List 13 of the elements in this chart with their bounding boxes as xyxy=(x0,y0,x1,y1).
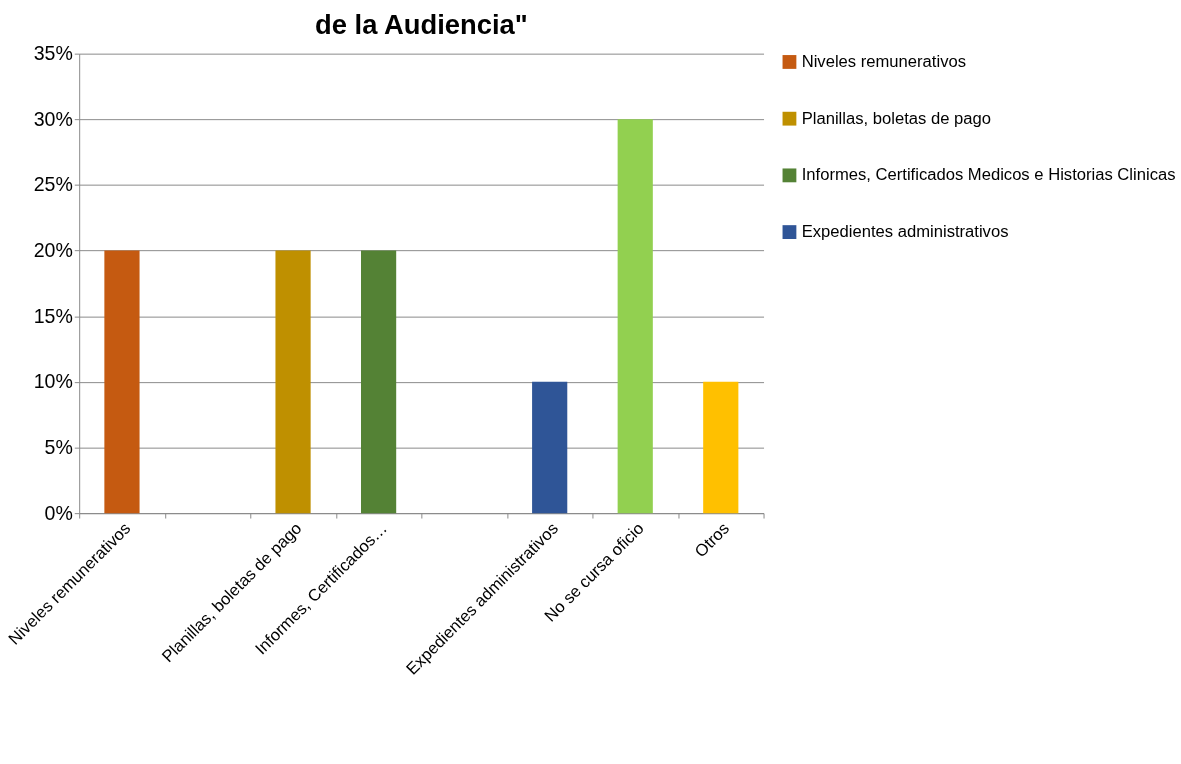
y-tick-label: 0% xyxy=(44,501,73,524)
y-tick-label: 5% xyxy=(44,435,73,458)
y-tick-label: 25% xyxy=(33,173,73,196)
y-tick-label: 30% xyxy=(33,107,73,130)
legend-label: Planillas, boletas de pago xyxy=(801,108,991,128)
legend-label: Informes, Certificados Medicos e Historias Clinicas xyxy=(801,165,1176,185)
y-tick-label: 15% xyxy=(33,304,73,327)
chart-title: de la Audiencia" xyxy=(315,9,528,41)
y-tick-label: 35% xyxy=(33,42,73,65)
y-tick-label: 20% xyxy=(33,238,73,261)
y-tick-label: 10% xyxy=(33,370,73,393)
legend-label: Expedientes administrativos xyxy=(801,221,1009,241)
legend-label: Niveles remunerativos xyxy=(801,51,966,71)
